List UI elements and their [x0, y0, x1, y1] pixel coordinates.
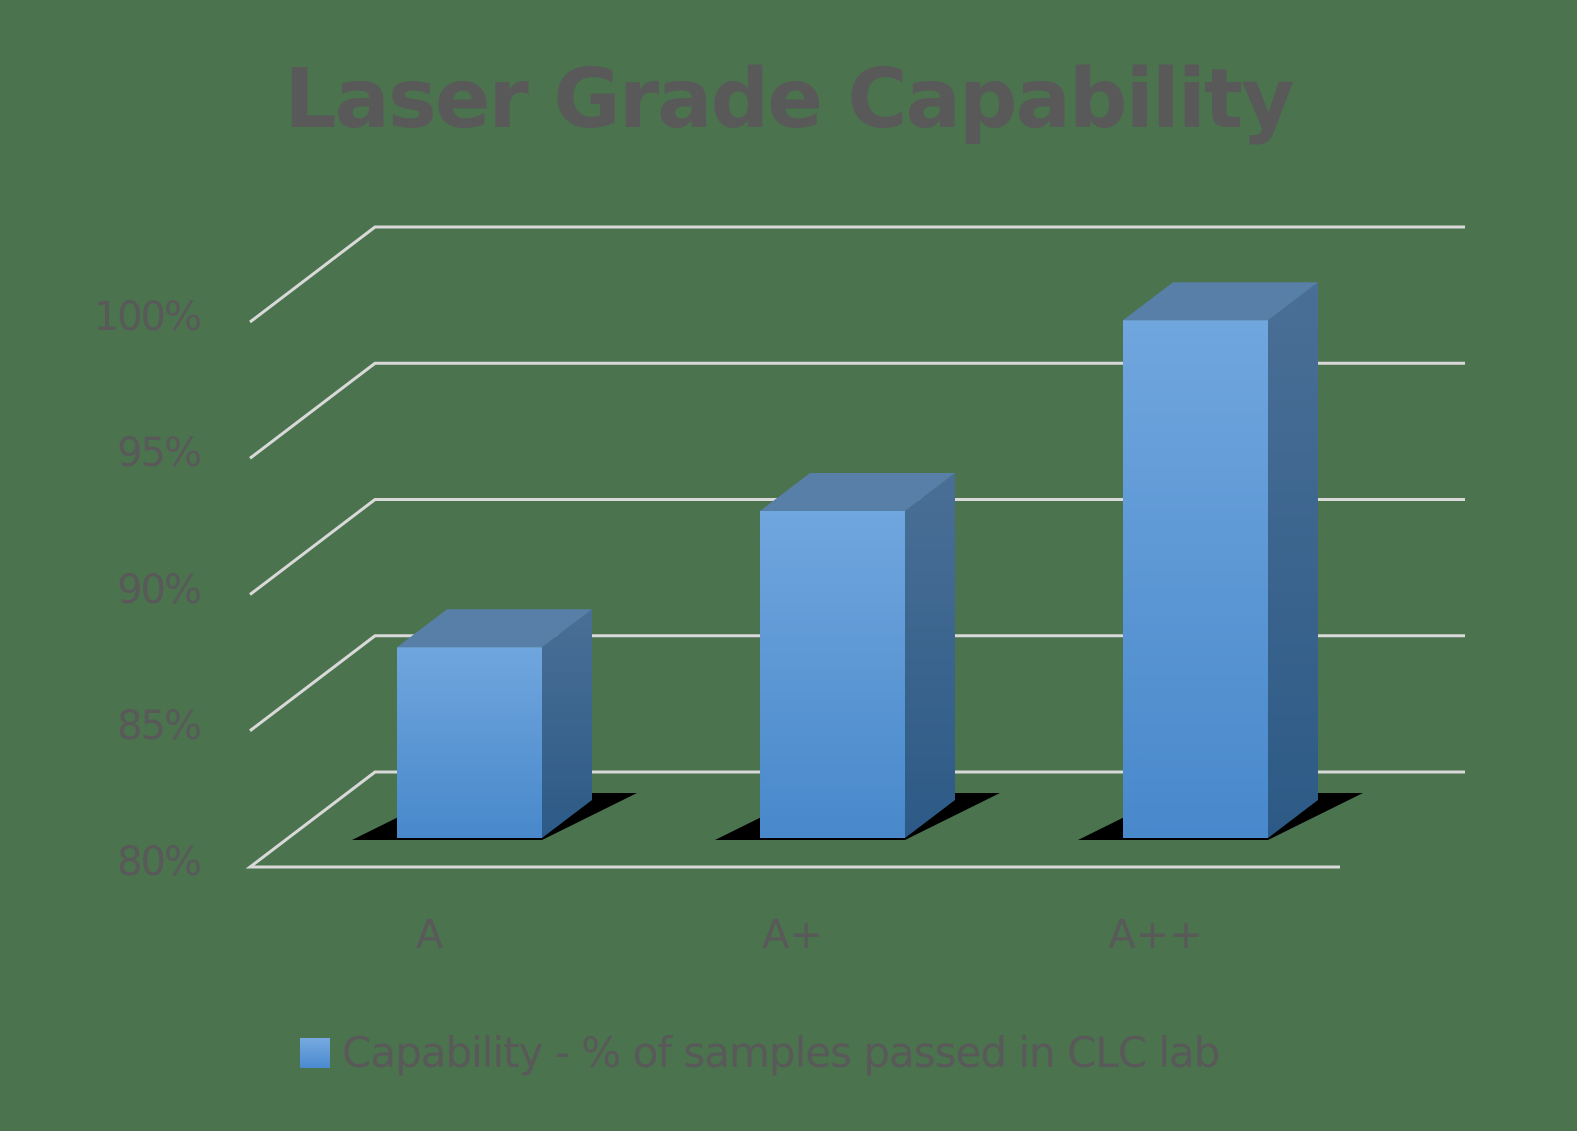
legend: Capability - % of samples passed in CLC …	[300, 1028, 1220, 1077]
bar-A++	[1078, 282, 1363, 840]
bar-A	[352, 609, 637, 840]
legend-label: Capability - % of samples passed in CLC …	[342, 1028, 1220, 1077]
x-tick-label: A++	[1108, 912, 1203, 958]
x-tick-label: A	[415, 912, 444, 958]
bars	[352, 282, 1363, 840]
legend-swatch	[300, 1037, 330, 1068]
y-tick-label: 85%	[117, 702, 202, 749]
bar-A+	[715, 473, 1000, 840]
chart-title: Laser Grade Capability	[284, 52, 1294, 147]
y-tick-label: 80%	[117, 839, 202, 885]
y-tick-label: 90%	[117, 566, 202, 613]
y-tick-label: 95%	[117, 430, 202, 477]
x-tick-label: A+	[762, 912, 823, 958]
y-tick-label: 100%	[93, 294, 202, 340]
